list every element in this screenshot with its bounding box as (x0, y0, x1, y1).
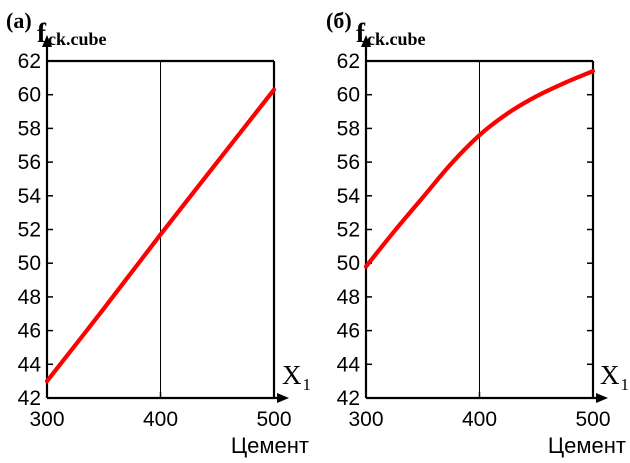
x-axis-symbol-main: X (600, 360, 620, 390)
x-axis-symbol-main: X (282, 360, 302, 390)
y-tick-label: 42 (337, 387, 360, 410)
y-tick-label: 58 (337, 117, 360, 140)
y-axis-label-sub: ck.cube (367, 29, 426, 49)
y-tick-label: 44 (337, 353, 361, 376)
x-axis-symbol-sub: 1 (303, 375, 312, 394)
y-tick-label: 50 (18, 252, 41, 275)
y-tick-label: 52 (18, 219, 41, 242)
y-tick-label: 46 (18, 320, 41, 343)
x-axis-label: Цемент (231, 433, 309, 458)
y-axis-arrow (42, 35, 52, 47)
y-axis-arrow (361, 35, 371, 47)
chart-panel-1: 42 44 46 48 50 52 54 56 58 60 62 300 400 500 (а) f ck.cu… (6, 8, 311, 458)
y-tick-label: 60 (18, 84, 41, 107)
y-axis-label-main: f (37, 18, 47, 48)
chart-panel-2: 42 44 46 48 50 52 54 56 58 60 62 300 400 500 (б) f ck.cu… (326, 8, 629, 458)
y-axis-label-main: f (356, 18, 366, 48)
y-tick-label: 54 (337, 185, 361, 208)
series-line (363, 69, 596, 269)
y-tick-label: 48 (18, 286, 41, 309)
x-tick-label: 400 (143, 408, 178, 431)
y-tick-label: 56 (18, 151, 41, 174)
y-tick-label: 54 (18, 185, 42, 208)
x-tick-label: 500 (575, 408, 610, 431)
y-axis-label: f ck.cube (37, 18, 107, 49)
y-tick-label: 46 (337, 320, 360, 343)
x-axis-label: Цемент (548, 433, 626, 458)
y-tick-label: 42 (18, 387, 41, 410)
y-axis-label: f ck.cube (356, 18, 426, 49)
x-axis-symbol: X1 (600, 360, 629, 394)
y-tick-label: 56 (337, 151, 360, 174)
y-tick-label: 44 (18, 353, 42, 376)
y-tick-label: 48 (337, 286, 360, 309)
x-axis-arrow (596, 393, 608, 403)
y-tick-label: 52 (337, 219, 360, 242)
panel-label: (б) (326, 8, 352, 33)
y-tick-label: 58 (18, 117, 41, 140)
x-axis-symbol: X1 (282, 360, 311, 394)
series-line (44, 87, 277, 384)
x-tick-label: 400 (462, 408, 497, 431)
y-tick-label: 50 (337, 252, 360, 275)
y-tick-label: 60 (337, 84, 360, 107)
x-tick-label: 300 (348, 408, 383, 431)
x-tick-label: 300 (29, 408, 64, 431)
x-tick-label: 500 (256, 408, 291, 431)
panel-label: (а) (6, 8, 32, 33)
x-axis-arrow (277, 393, 289, 403)
x-axis-symbol-sub: 1 (621, 375, 630, 394)
y-axis-label-sub: ck.cube (48, 29, 107, 49)
y-tick-label: 62 (337, 50, 360, 73)
y-tick-label: 62 (18, 50, 41, 73)
